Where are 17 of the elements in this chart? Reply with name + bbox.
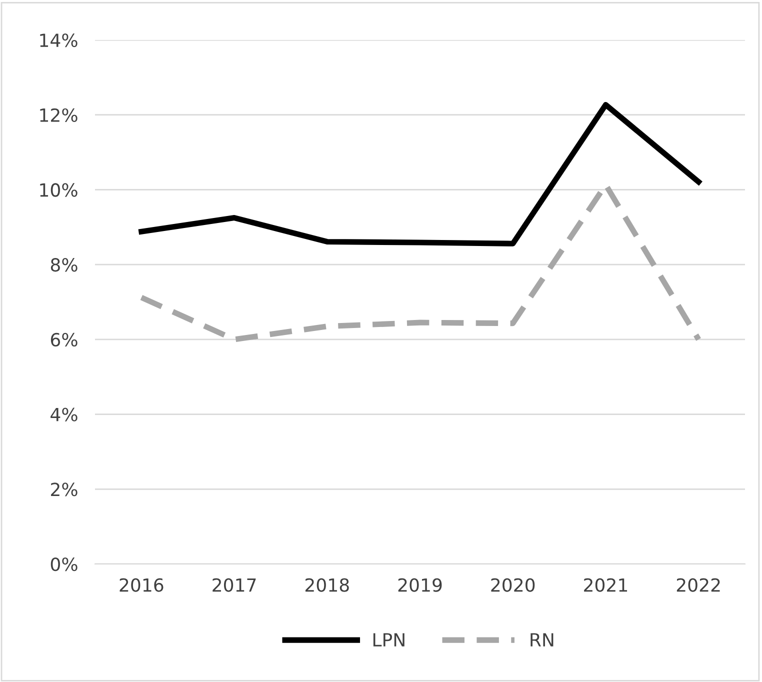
- legend-label: RN: [530, 633, 554, 646]
- y-tick-label: 4%: [50, 408, 78, 422]
- x-tick-label: 2016: [120, 578, 164, 592]
- y-tick-label: 0%: [50, 557, 78, 572]
- x-tick-label: 2022: [676, 578, 720, 592]
- y-tick-label: 14%: [40, 33, 78, 48]
- y-tick-label: 8%: [50, 258, 78, 272]
- y-tick-label: 2%: [51, 482, 78, 496]
- x-tick-label: 2020: [491, 578, 535, 592]
- x-tick-label: 2018: [305, 578, 349, 592]
- y-tick-label: 6%: [50, 332, 78, 347]
- x-tick-label: 2019: [398, 578, 442, 592]
- legend-label: LPN: [373, 633, 404, 646]
- x-tick-label: 2021: [584, 578, 628, 592]
- y-tick-label: 10%: [40, 183, 78, 197]
- x-tick-label: 2017: [212, 578, 256, 592]
- y-tick-label: 12%: [40, 108, 78, 122]
